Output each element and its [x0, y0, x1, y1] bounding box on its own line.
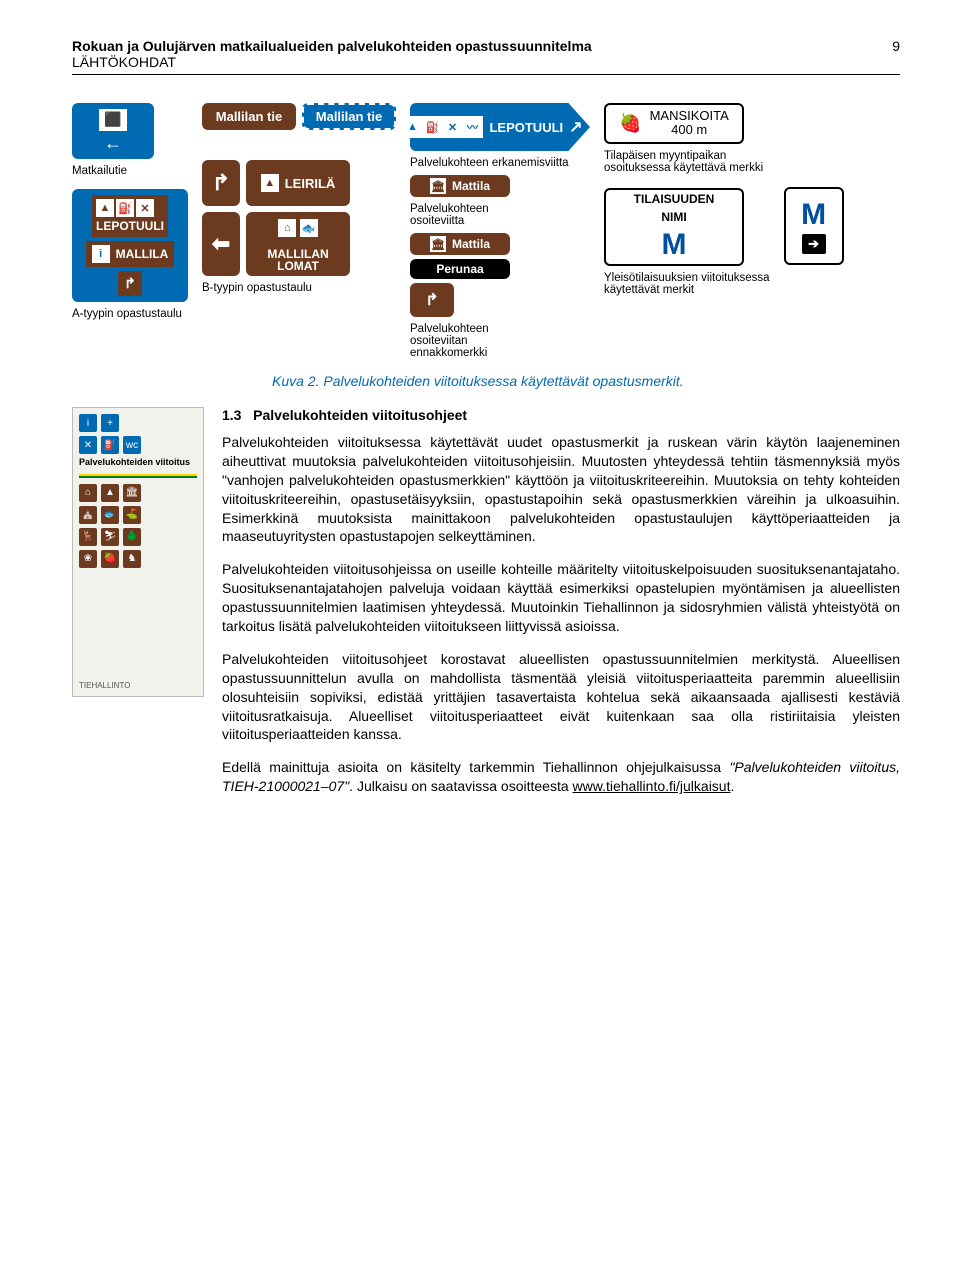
para-4: Edellä mainittuja asioita on käsitelty t… — [222, 758, 900, 796]
col-e: M ➔ — [784, 187, 844, 265]
section-heading: 1.3 Palvelukohteiden viitoitusohjeet — [222, 407, 900, 423]
header-subtitle: LÄHTÖKOHDAT — [72, 54, 176, 70]
d-cap2: Yleisötilaisuuksien viitoituksessakäytet… — [604, 272, 770, 296]
sidebar-thumbnail: i+ ✕⛽wc Palvelukohteiden viitoitus ⌂▲🏛 ⛪… — [72, 407, 204, 697]
b-arrow1: ↱ — [202, 160, 240, 206]
col-a: ⬛ ← Matkailutie ▲⛽✕ LEPOTUULI i MALLILA … — [72, 103, 188, 320]
matkailutie-caption: Matkailutie — [72, 165, 188, 177]
b-caption: B-tyypin opastustaulu — [202, 282, 396, 294]
body-section: i+ ✕⛽wc Palvelukohteiden viitoitus ⌂▲🏛 ⛪… — [72, 407, 900, 810]
mallilan1: Mallilan tie — [202, 103, 296, 130]
c-cap2: Palvelukohteen osoiteviitta — [410, 203, 520, 227]
page-number: 9 — [870, 38, 900, 54]
page-header: Rokuan ja Oulujärven matkailualueiden pa… — [72, 38, 900, 70]
tiehallinto-link[interactable]: www.tiehallinto.fi/julkaisut — [573, 778, 731, 794]
thumb-title: Palvelukohteiden viitoitus — [79, 458, 197, 468]
m-icon2: M — [801, 198, 826, 232]
b-leirila: ▲ LEIRILÄ — [246, 160, 350, 206]
col-d: 🍓 MANSIKOITA 400 m Tilapäisen myyntipaik… — [604, 103, 770, 296]
a-type-sign: ▲⛽✕ LEPOTUULI i MALLILA ↱ — [72, 189, 188, 302]
para-1: Palvelukohteiden viitoituksessa käytettä… — [222, 433, 900, 546]
mansikoita-sign: 🍓 MANSIKOITA 400 m — [604, 103, 744, 144]
header-rule — [72, 74, 900, 75]
c-arrow: ↱ — [410, 283, 454, 317]
m-icon: M — [662, 228, 687, 262]
header-title: Rokuan ja Oulujärven matkailualueiden pa… — [72, 38, 592, 54]
text-column: 1.3 Palvelukohteiden viitoitusohjeet Pal… — [222, 407, 900, 810]
mallilan2: Mallilan tie — [302, 103, 396, 130]
col-b: Mallilan tie Mallilan tie ↱ ▲ LEIRILÄ ⬅ … — [202, 103, 396, 294]
para-2: Palvelukohteiden viitoitusohjeissa on us… — [222, 560, 900, 636]
a-lepotuuli: LEPOTUULI — [96, 219, 164, 233]
c-cap1: Palvelukohteen erkanemisviitta — [410, 157, 590, 169]
mattila2: 🏛Mattila — [410, 233, 510, 255]
figure-caption: Kuva 2. Palvelukohteiden viitoituksessa … — [272, 373, 900, 389]
thumb-footer: TIEHALLINTO — [79, 681, 130, 690]
osoiteviitta: 🏛Mattila — [410, 175, 510, 197]
col-c: ▲⛽✕〰 LEPOTUULI ↗ Palvelukohteen erkanemi… — [410, 103, 590, 359]
b-icons: ⌂ 🐟 — [246, 212, 350, 244]
perunaa: Perunaa — [410, 259, 510, 279]
b-arrow2: ⬅ — [202, 212, 240, 276]
strawberry-icon: 🍓 — [619, 113, 641, 134]
a-mallila: MALLILA — [116, 247, 169, 261]
a-caption: A-tyypin opastustaulu — [72, 308, 188, 320]
signs-figure: ⬛ ← Matkailutie ▲⛽✕ LEPOTUULI i MALLILA … — [72, 103, 900, 359]
d-cap1: Tilapäisen myyntipaikanosoituksessa käyt… — [604, 150, 770, 174]
tilaisuuden-sign: TILAISUUDEN NIMI M — [604, 188, 744, 266]
c-cap3: Palvelukohteen osoiteviitan ennakkomerkk… — [410, 323, 530, 359]
matkailutie-sign: ⬛ ← — [72, 103, 154, 159]
erkanemisviitta: ▲⛽✕〰 LEPOTUULI ↗ — [410, 103, 590, 151]
m-arrow-sign: M ➔ — [784, 187, 844, 265]
b-lomat: MALLILAN LOMAT — [246, 244, 350, 276]
arrow-icon: ➔ — [802, 234, 826, 254]
para-3: Palvelukohteiden viitoitusohjeet korosta… — [222, 650, 900, 744]
